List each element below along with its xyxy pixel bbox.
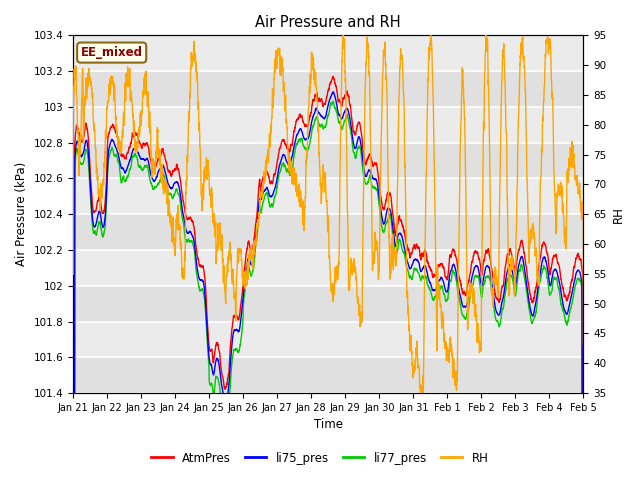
- Y-axis label: RH: RH: [612, 206, 625, 223]
- Text: EE_mixed: EE_mixed: [81, 46, 143, 59]
- Bar: [73, 143, 584, 179]
- Bar: [73, 107, 584, 143]
- Bar: [73, 357, 584, 393]
- X-axis label: Time: Time: [314, 419, 343, 432]
- Y-axis label: Air Pressure (kPa): Air Pressure (kPa): [15, 162, 28, 266]
- Title: Air Pressure and RH: Air Pressure and RH: [255, 15, 401, 30]
- Bar: [73, 286, 584, 322]
- Bar: [73, 214, 584, 250]
- Bar: [73, 179, 584, 214]
- Bar: [73, 322, 584, 357]
- Legend: AtmPres, li75_pres, li77_pres, RH: AtmPres, li75_pres, li77_pres, RH: [147, 447, 493, 469]
- Bar: [73, 250, 584, 286]
- Bar: [73, 71, 584, 107]
- Bar: [73, 36, 584, 71]
